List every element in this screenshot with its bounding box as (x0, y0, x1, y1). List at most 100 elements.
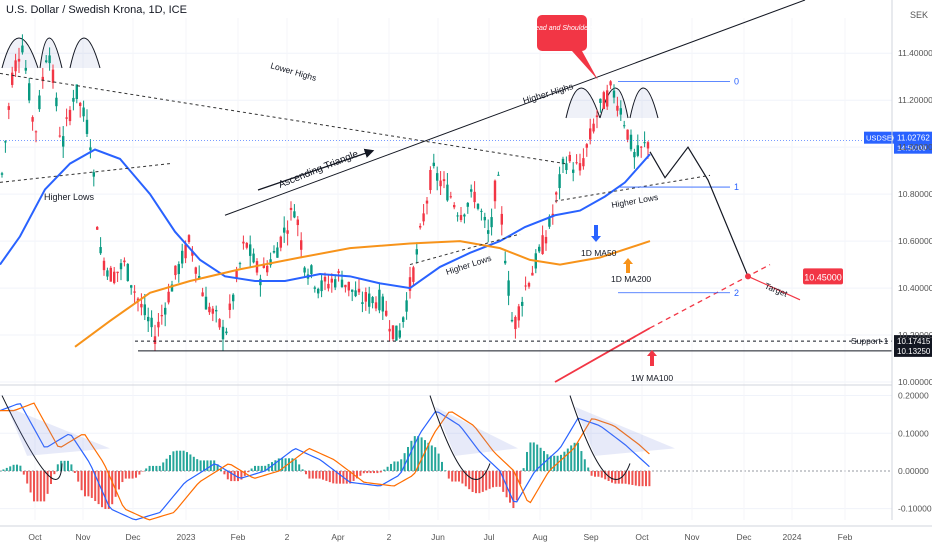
macd-histogram-bar (611, 470, 613, 483)
fib-level-label: 2 (734, 288, 739, 298)
macd-histogram-bar (162, 462, 165, 471)
candle-body (310, 265, 313, 275)
candle-body (11, 72, 14, 85)
macd-histogram-bar (345, 470, 348, 484)
annotation-label: Higher Lows (445, 253, 493, 277)
candle-body (31, 117, 34, 122)
macd-histogram-bar (641, 470, 644, 487)
candle-body (58, 135, 61, 137)
candle-body (344, 284, 347, 288)
price-tag-box (894, 344, 932, 357)
candle-body (133, 291, 136, 293)
candle-body (7, 106, 10, 110)
macd-histogram-bar (400, 459, 403, 471)
candle-body (170, 284, 174, 292)
candle-body (153, 336, 157, 345)
candle-body (599, 98, 602, 103)
macd-fan-band (7, 406, 110, 456)
macd-histogram-bar (645, 470, 647, 487)
ma-line (0, 148, 651, 290)
candle-body (296, 219, 299, 226)
candle-body (238, 263, 242, 265)
candle-body (585, 144, 588, 148)
macd-histogram-bar (335, 470, 338, 484)
candle-body (436, 173, 439, 181)
macd-histogram-bar (454, 470, 457, 482)
candle-body (262, 263, 265, 268)
macd-histogram-bar (213, 460, 216, 471)
fib-level-label: 0 (734, 76, 739, 86)
macd-histogram-bar (216, 464, 219, 471)
candle-body (361, 302, 364, 305)
macd-histogram-bar (420, 437, 423, 471)
macd-histogram-bar (53, 470, 56, 475)
ma100-arrow (647, 350, 657, 366)
candle-body (521, 301, 524, 306)
candle-body (374, 302, 378, 309)
candle-body (629, 134, 633, 150)
candle-body (476, 203, 480, 209)
candle-body (616, 105, 619, 111)
projection-path (649, 146, 749, 277)
candle-body (269, 259, 272, 266)
macd-histogram-bar (444, 470, 447, 471)
macd-histogram-bar (305, 470, 307, 475)
macd-histogram-bar (70, 464, 73, 471)
macd-histogram-bar (379, 470, 382, 473)
candle-body (177, 264, 180, 275)
macd-histogram-bar (461, 470, 464, 484)
macd-signal-line (0, 402, 650, 521)
macd-histogram-bar (0, 470, 1, 472)
macd-histogram-bar (155, 465, 158, 471)
candle-body (242, 241, 245, 244)
candle-body (106, 270, 109, 277)
macd-y-tick-label: 0.10000 (898, 428, 929, 438)
x-tick-label: 2 (387, 532, 392, 542)
candle-body (92, 172, 95, 177)
candle-body (425, 200, 429, 204)
candle-body (422, 213, 425, 222)
ma100-projection-line (649, 264, 771, 329)
candle-body (538, 246, 541, 252)
macd-histogram-bar (617, 470, 620, 484)
triangle-arrow (257, 148, 375, 191)
candle-body (548, 216, 551, 227)
candle-body (619, 108, 622, 115)
macd-histogram-bar (118, 470, 120, 490)
macd-histogram-bar (413, 436, 416, 471)
candle-body (609, 81, 612, 86)
macd-arc (1, 395, 63, 480)
macd-histogram-bar (46, 470, 49, 494)
candle-body (187, 235, 191, 242)
macd-histogram-bar (383, 469, 386, 471)
macd-histogram-bar (532, 442, 535, 471)
candle-body (568, 155, 571, 162)
macd-fan-band (575, 406, 675, 456)
target-price-value: 10.45000 (804, 272, 842, 282)
annotation-label: 1D MA200 (611, 274, 651, 284)
macd-histogram-bar (288, 458, 290, 471)
candle-body (303, 267, 306, 273)
macd-histogram-bar (107, 470, 110, 509)
macd-histogram-bar (223, 470, 226, 475)
macd-histogram-bar (566, 448, 569, 471)
ma-line (74, 240, 651, 348)
macd-histogram-bar (549, 455, 552, 471)
candle-body (89, 147, 92, 151)
candle-body (623, 125, 626, 127)
candle-body (38, 95, 41, 110)
macd-histogram-bar (250, 468, 253, 471)
macd-y-tick-label: 0.20000 (898, 391, 929, 401)
macd-histogram-bar (114, 470, 117, 497)
candle-body (408, 277, 412, 291)
currency-label: SEK (909, 10, 928, 20)
higher-lows-line-right (554, 174, 711, 202)
candle-body (174, 265, 177, 276)
x-tick-label: Dec (125, 532, 141, 542)
x-tick-label: 2 (285, 532, 290, 542)
price-tag-value: 10.17415 (897, 337, 931, 346)
candle-body (514, 316, 517, 330)
macd-arc (429, 395, 491, 480)
annotation-label: Higher Lows (44, 192, 95, 202)
